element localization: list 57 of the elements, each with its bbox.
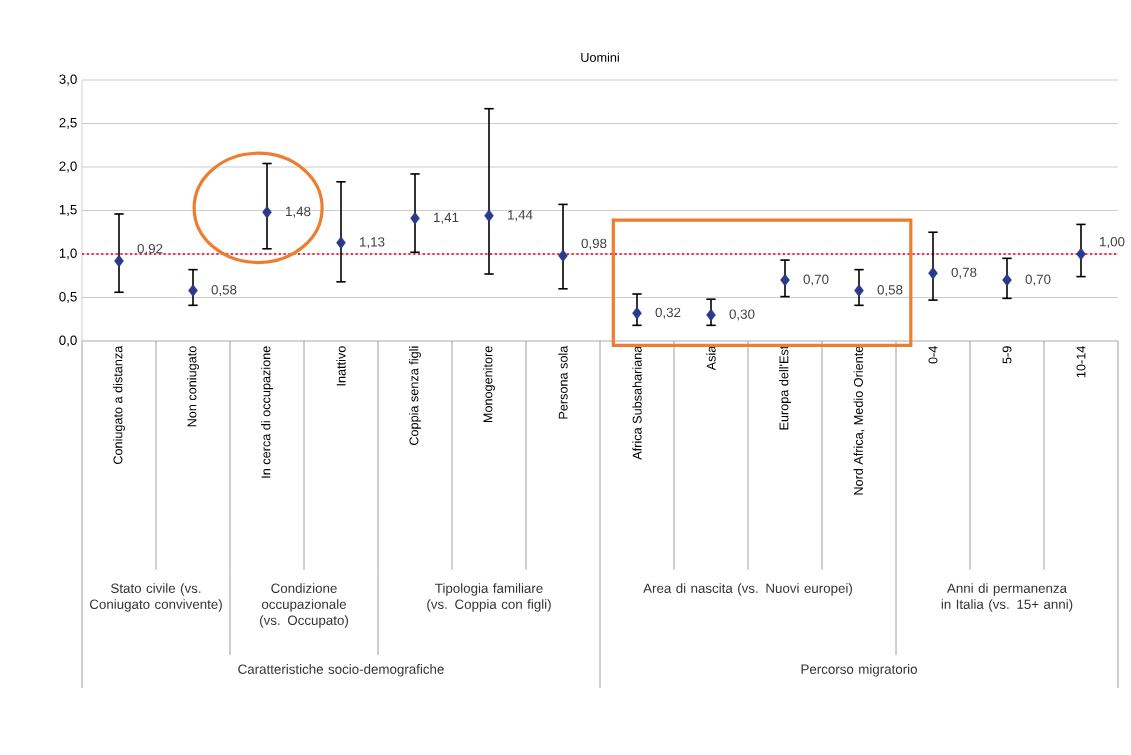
y-tick-label: 0,0 bbox=[59, 335, 77, 347]
point bbox=[336, 236, 346, 249]
x-tick-label: 5-9 bbox=[1002, 346, 1012, 364]
chart-title: Uomini bbox=[581, 52, 619, 62]
text: Caratteristiche socio-demografiche bbox=[238, 664, 444, 677]
point bbox=[928, 266, 938, 280]
data-label: 0,70 bbox=[1025, 274, 1051, 286]
x-tick-label: 10-14 bbox=[1076, 346, 1086, 378]
point bbox=[780, 273, 790, 287]
x-tick-label: Persona sola bbox=[558, 345, 568, 419]
data-label: 1,44 bbox=[508, 210, 533, 222]
text: Tipologia familiare (vs. Coppia con figli) bbox=[427, 583, 551, 612]
x-tick-label: Non coniugato bbox=[187, 346, 199, 427]
point bbox=[1002, 273, 1012, 287]
data-label: 1,41 bbox=[434, 212, 459, 224]
point bbox=[854, 284, 864, 297]
text: Area di nascita (vs. Nuovi europei) bbox=[643, 583, 852, 596]
x-tick-label: In cerca di occupazione bbox=[261, 346, 273, 478]
data-label: 0,32 bbox=[655, 307, 681, 319]
data-label: 0,70 bbox=[803, 274, 829, 286]
data-label: 0,78 bbox=[951, 267, 977, 279]
point bbox=[114, 254, 124, 268]
x-tick-label: Asia bbox=[706, 345, 716, 371]
x-tick-label: Africa Subsahariana bbox=[632, 345, 642, 460]
data-label: 1,00 bbox=[1100, 236, 1125, 248]
text: Stato civile (vs. Coniugato convivente) bbox=[89, 583, 222, 612]
point bbox=[410, 212, 420, 225]
data-label: 0,98 bbox=[581, 238, 607, 250]
data-label: 0,30 bbox=[729, 309, 755, 321]
point bbox=[706, 308, 716, 322]
x-tick-label: Monogenitore bbox=[483, 346, 495, 423]
x-tick-label: Europa dell'Est bbox=[779, 345, 791, 430]
point bbox=[1076, 247, 1086, 261]
point bbox=[558, 249, 568, 262]
point bbox=[262, 205, 272, 219]
x-tick-label: Nord Africa, Medio Oriente bbox=[853, 346, 865, 495]
x-tick-label: Coppia senza figli bbox=[409, 346, 421, 446]
text: Condizione occupazionale (vs. Occupato) bbox=[260, 583, 348, 628]
y-tick-label: 2,0 bbox=[59, 161, 77, 173]
y-tick-label: 2,5 bbox=[59, 117, 77, 130]
data-label: 0,58 bbox=[877, 285, 903, 297]
data-label: 1,48 bbox=[286, 206, 311, 218]
y-tick-label: 1,5 bbox=[59, 205, 77, 216]
x-tick-label: Inattivo bbox=[336, 346, 346, 386]
text: Anni di permanenza in Italia (vs. 15+ anni) bbox=[941, 583, 1073, 612]
data-label: 0,92 bbox=[137, 243, 163, 255]
y-tick-label: 1,0 bbox=[59, 248, 77, 260]
point bbox=[632, 306, 642, 320]
data-label: 0,58 bbox=[211, 285, 237, 297]
x-tick-label: Coniugato a distanza bbox=[113, 345, 125, 465]
point bbox=[484, 209, 494, 222]
x-tick-label: 0-4 bbox=[928, 346, 938, 364]
text: Percorso migratorio bbox=[801, 664, 917, 677]
data-label: 1,13 bbox=[360, 237, 385, 249]
point bbox=[188, 284, 198, 297]
y-tick-label: 0,5 bbox=[59, 291, 77, 304]
y-tick-label: 3,0 bbox=[59, 74, 77, 86]
